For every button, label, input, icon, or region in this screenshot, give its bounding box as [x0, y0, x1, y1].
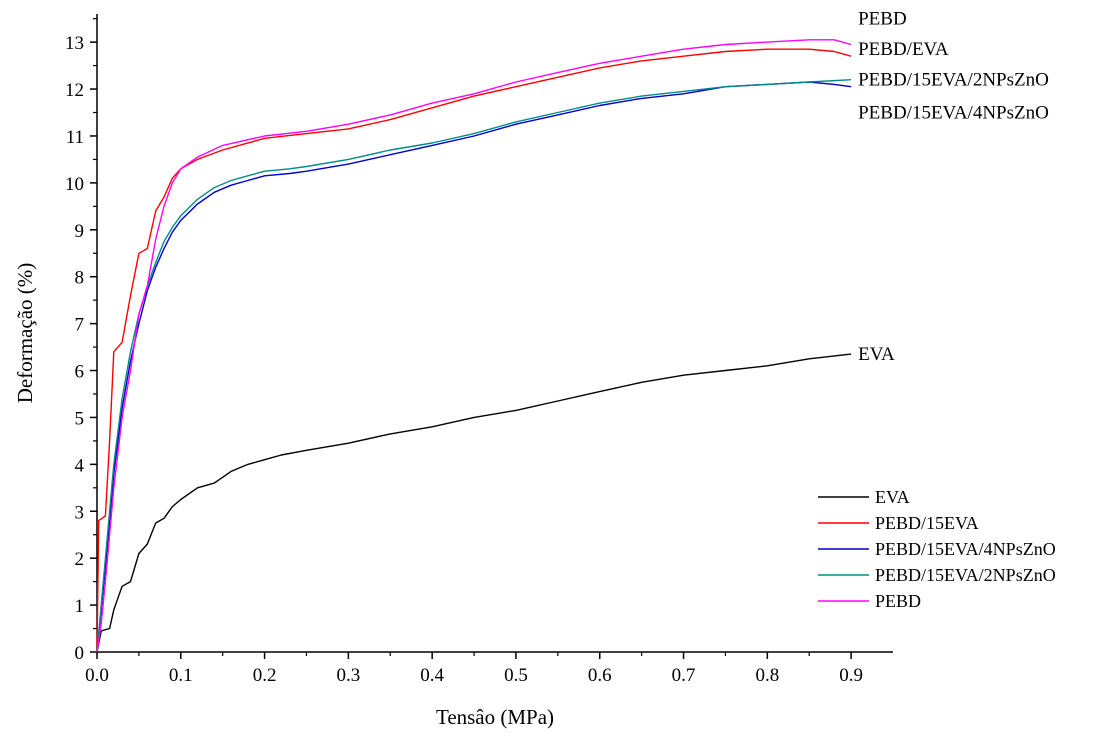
y-tick-label: 7 — [75, 315, 85, 336]
x-tick-label: 0.4 — [420, 665, 444, 686]
curve-end-label: PEBD/EVA — [858, 39, 949, 60]
x-tick-label: 0.8 — [755, 665, 779, 686]
curve-end-labels: PEBD PEBD/EVA PEBD/15EVA/2NPsZnO PEBD/15EVA… — [858, 9, 1049, 365]
y-tick-label: 9 — [75, 221, 85, 242]
legend-label: EVA — [875, 487, 910, 507]
x-tick-label: 0.0 — [85, 665, 109, 686]
y-tick-label: 11 — [66, 127, 84, 148]
x-tick-label: 0.2 — [253, 665, 277, 686]
data-series — [96, 39, 852, 653]
legend: EVA PEBD/15EVA PEBD/15EVA/4NPsZnO PEBD/15EV… — [818, 487, 1056, 611]
y-axis-title: Deformação (%) — [13, 263, 37, 404]
y-tick-label: 6 — [75, 362, 85, 383]
x-axis-title: Tensâo (MPa) — [436, 705, 554, 729]
curve-end-label: PEBD — [858, 9, 907, 30]
axes — [96, 14, 893, 653]
y-tick-label: 5 — [75, 408, 85, 429]
series-line-pebd — [96, 39, 852, 653]
y-tick-label: 1 — [75, 596, 85, 617]
series-line-pebd-15eva-2npszno — [96, 79, 852, 653]
y-tick-label: 4 — [75, 455, 85, 476]
legend-label: PEBD/15EVA — [875, 513, 979, 533]
y-tick-label: 13 — [65, 33, 84, 54]
series-line-eva — [96, 353, 852, 653]
y-tick-label: 12 — [65, 80, 84, 101]
x-tick-label: 0.6 — [588, 665, 612, 686]
series-line-pebd-15eva-4npszno — [96, 81, 852, 653]
curve-end-label: EVA — [858, 344, 895, 365]
x-tick-label: 0.3 — [336, 665, 360, 686]
y-tick-label: 2 — [75, 549, 85, 570]
y-tick-label: 8 — [75, 268, 85, 289]
series-line-pebd-15eva — [96, 48, 852, 653]
x-tick-label: 0.7 — [672, 665, 696, 686]
x-tick-label: 0.9 — [839, 665, 863, 686]
curve-end-label: PEBD/15EVA/2NPsZnO — [858, 70, 1049, 91]
curve-end-label: PEBD/15EVA/4NPsZnO — [858, 103, 1049, 124]
legend-label: PEBD — [875, 591, 921, 611]
axis-ticks: 0.0 0.1 0.2 0.3 0.4 0.5 0.6 0.7 0.8 0.90123456789… — [65, 18, 863, 686]
legend-label: PEBD/15EVA/2NPsZnO — [875, 565, 1056, 585]
x-tick-label: 0.5 — [504, 665, 528, 686]
y-tick-label: 0 — [75, 643, 85, 664]
x-tick-label: 0.1 — [169, 665, 193, 686]
legend-label: PEBD/15EVA/4NPsZnO — [875, 539, 1056, 559]
y-tick-label: 3 — [75, 502, 85, 523]
y-tick-label: 10 — [65, 174, 84, 195]
